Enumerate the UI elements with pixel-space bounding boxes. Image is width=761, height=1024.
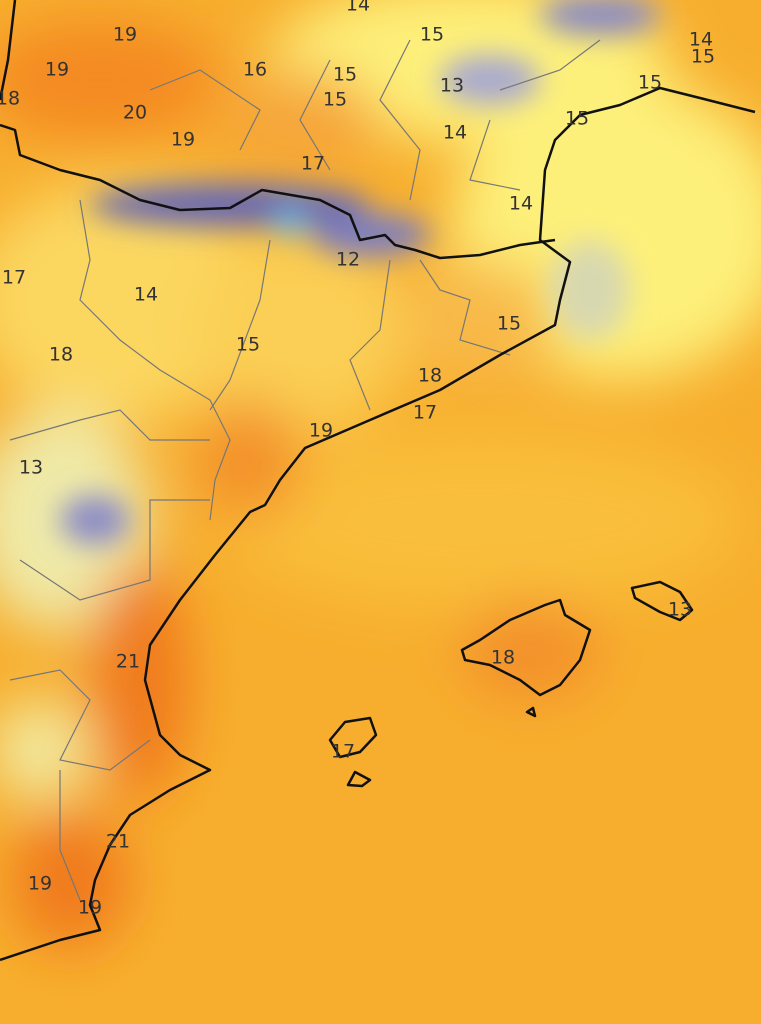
temperature-label: 15	[333, 64, 357, 86]
temperature-label: 19	[171, 129, 195, 151]
temperature-label: 15	[420, 24, 444, 46]
temperature-label: 18	[418, 365, 442, 387]
temperature-label: 21	[106, 831, 130, 853]
temperature-label: 13	[440, 75, 464, 97]
temperature-label: 14	[509, 193, 533, 215]
temperature-label: 19	[78, 897, 102, 919]
temperature-label: 15	[236, 334, 260, 356]
temperature-label: 21	[116, 651, 140, 673]
temperature-label: 17	[301, 153, 325, 175]
temperature-label: 15	[497, 313, 521, 335]
temperature-label: 15	[691, 46, 715, 68]
temperature-label: 19	[28, 873, 52, 895]
temperature-labels: 1419191816151515131415151520191714141217…	[0, 0, 715, 919]
menorca	[630, 580, 694, 622]
formentera	[346, 770, 372, 788]
temperature-label: 19	[113, 24, 137, 46]
temperature-label: 20	[123, 102, 147, 124]
temperature-label: 17	[413, 402, 437, 424]
temperature-label: 14	[346, 0, 370, 16]
temperature-label: 14	[689, 29, 713, 51]
temperature-label: 19	[45, 59, 69, 81]
temperature-label: 15	[323, 89, 347, 111]
temperature-label: 14	[443, 122, 467, 144]
mallorca	[460, 598, 592, 697]
temperature-label: 17	[2, 267, 26, 289]
border	[9, 39, 601, 901]
province-borders	[9, 39, 601, 901]
temperature-label: 17	[331, 741, 355, 763]
temperature-label: 18	[0, 88, 20, 110]
temperature-label: 19	[309, 420, 333, 442]
temperature-label: 15	[638, 72, 662, 94]
pyrenees-border	[0, 123, 556, 260]
temperature-label: 15	[565, 108, 589, 130]
ibiza	[328, 716, 378, 759]
cabrera	[525, 706, 537, 718]
temperature-label: 18	[491, 647, 515, 669]
coastline	[0, 0, 756, 962]
temperature-label: 12	[336, 249, 360, 271]
temperature-label: 14	[134, 284, 158, 306]
mainland-coast	[0, 86, 756, 962]
temperature-label: 16	[243, 59, 267, 81]
temperature-label: 13	[668, 599, 692, 621]
temperature-label: 18	[49, 344, 73, 366]
temperature-label: 13	[19, 457, 43, 479]
france-coast-tail	[0, 0, 17, 101]
